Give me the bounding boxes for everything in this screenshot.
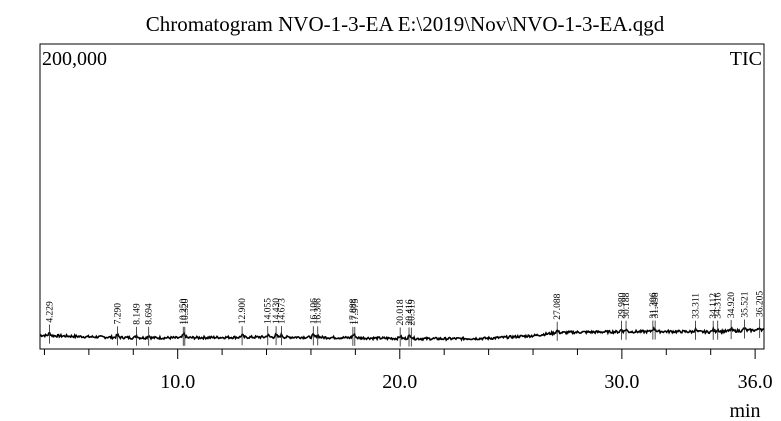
peak-label: 34.112 bbox=[709, 293, 719, 319]
x-tick-label: 20.0 bbox=[382, 371, 417, 393]
peak-label: 35.521 bbox=[741, 291, 751, 317]
peak-label: 34.920 bbox=[727, 292, 737, 318]
peak-label: 14.055 bbox=[264, 298, 274, 324]
peak-label: 4.229 bbox=[46, 301, 56, 323]
peak-label: 30.188 bbox=[622, 292, 632, 318]
peak-label: 31.498 bbox=[651, 292, 661, 318]
peak-label: 14.430 bbox=[272, 298, 282, 324]
peak-label: 31.396 bbox=[649, 292, 659, 318]
trace-label: TIC bbox=[730, 48, 762, 70]
peak-label: 14.673 bbox=[278, 298, 288, 324]
x-axis bbox=[43, 349, 756, 359]
peak-label: 29.980 bbox=[617, 292, 627, 318]
x-axis-label: min bbox=[729, 400, 760, 421]
peak-label: 27.088 bbox=[553, 293, 563, 319]
peak-label: 8.694 bbox=[145, 303, 155, 325]
y-max-label: 200,000 bbox=[42, 48, 107, 70]
peak-label: 12.900 bbox=[238, 298, 248, 324]
peak-label: 20.519 bbox=[407, 299, 417, 325]
peak-label: 17.888 bbox=[349, 298, 359, 324]
peak-label: 36.205 bbox=[756, 291, 766, 317]
x-tick-labels: 10.0 20.0 30.0 36.0 bbox=[160, 371, 772, 393]
x-tick-label: 36.0 bbox=[738, 371, 773, 393]
peak-label: 33.311 bbox=[691, 293, 701, 319]
peak-markers bbox=[49, 318, 761, 347]
x-tick-label: 30.0 bbox=[604, 371, 639, 393]
peak-label: 20.018 bbox=[396, 299, 406, 325]
peak-label: 10.250 bbox=[179, 298, 189, 324]
tic-trace bbox=[39, 325, 765, 342]
chart-title: Chromatogram NVO-1-3-EA E:\2019\Nov\NVO-… bbox=[146, 12, 665, 36]
peak-label: 16.306 bbox=[314, 298, 324, 324]
peak-label: 7.290 bbox=[114, 303, 124, 325]
x-tick-label: 10.0 bbox=[160, 371, 195, 393]
peak-label: 17.975 bbox=[351, 299, 361, 325]
peak-label: 16.106 bbox=[309, 298, 319, 324]
peak-label: 34.316 bbox=[714, 292, 724, 318]
peak-label: 8.149 bbox=[133, 303, 143, 325]
plot-frame bbox=[39, 43, 765, 350]
peak-label: 20.416 bbox=[405, 299, 415, 325]
peak-label: 10.320 bbox=[181, 298, 191, 324]
